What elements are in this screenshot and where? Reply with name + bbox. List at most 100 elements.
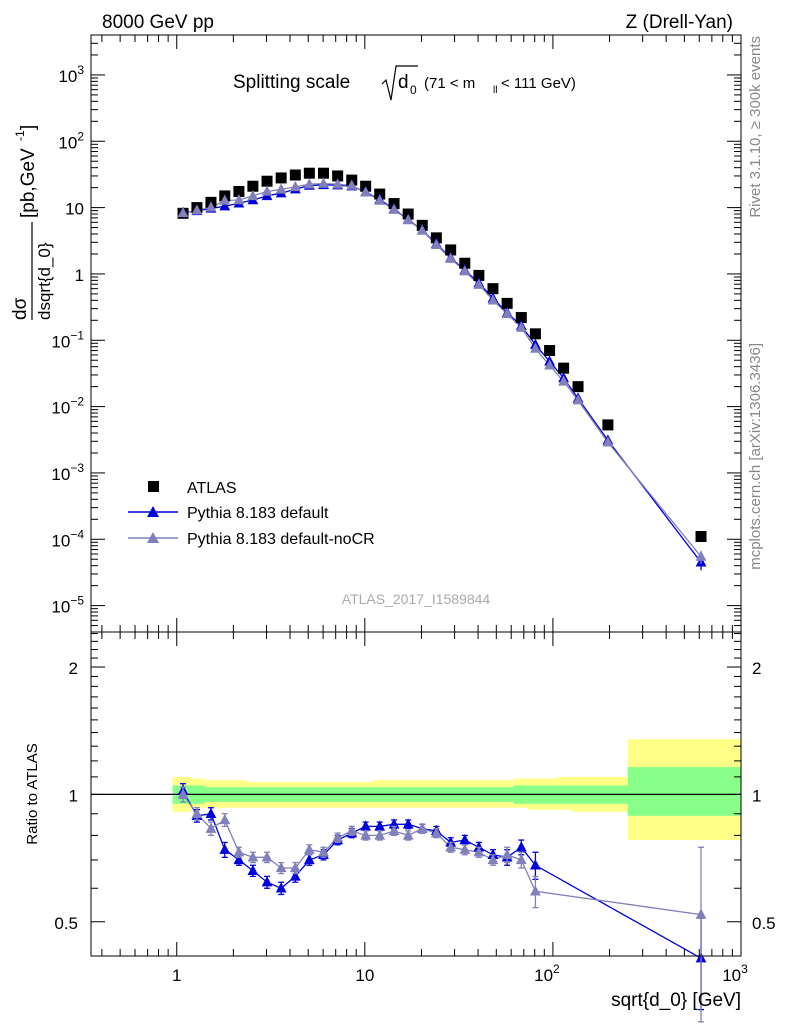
atlas-data-point bbox=[261, 175, 273, 187]
y-tick-label-ratio-left: 1 bbox=[69, 786, 78, 805]
plot-title: Splitting scale d 0 (71 < m ll < 111 GeV… bbox=[233, 65, 576, 101]
ratio-pythia-default-point bbox=[487, 848, 499, 859]
ratio-pythia-default-point bbox=[261, 876, 273, 887]
series-line-2 bbox=[182, 182, 702, 557]
ylabel-units-exponent: -1 bbox=[13, 130, 27, 141]
y-tick-label-main: 10 bbox=[65, 200, 84, 219]
atlas-data-point bbox=[233, 185, 245, 197]
atlas-data-point bbox=[318, 167, 330, 179]
legend-marker-atlas bbox=[148, 481, 159, 492]
pythia-nocr-point bbox=[177, 206, 189, 218]
ratio-pythia-nocr-point bbox=[177, 788, 189, 799]
atlas-data-point bbox=[275, 172, 287, 184]
y-tick-label-main: 102 bbox=[58, 129, 84, 152]
atlas-data-point bbox=[602, 419, 614, 431]
legend-marker-pythia-nocr bbox=[147, 532, 159, 543]
pythia-nocr-point bbox=[544, 359, 555, 370]
ratio-pythia-default-point bbox=[459, 834, 471, 845]
ratio-pythia-nocr-point bbox=[233, 846, 245, 857]
atlas-data-point bbox=[558, 362, 570, 374]
atlas-data-point bbox=[473, 269, 485, 281]
plot-title-range-sub: ll bbox=[493, 85, 497, 96]
plot-title-symbol: d bbox=[398, 72, 409, 93]
ratio-pythia-nocr-point bbox=[445, 841, 457, 852]
legend: ATLAS Pythia 8.183 default Pythia 8.183 … bbox=[128, 480, 375, 548]
plot-title-range-pre: (71 < m bbox=[424, 75, 475, 92]
atlas-data-point bbox=[529, 328, 541, 340]
ratio-line-0 bbox=[182, 790, 702, 959]
pythia-nocr-point bbox=[558, 375, 570, 386]
ratio-pythia-nocr-point bbox=[191, 807, 203, 818]
pythia-nocr-point bbox=[459, 265, 471, 276]
atlas-data-point bbox=[247, 180, 259, 192]
pythia-nocr-point bbox=[247, 189, 259, 201]
ratio-pythia-nocr-point bbox=[459, 843, 471, 854]
mcplots-label: mcplots.cern.ch [arXiv:1306.3436] bbox=[747, 343, 764, 570]
ratio-pythia-default-point bbox=[289, 870, 301, 881]
y-tick-label-main: 1 bbox=[75, 266, 84, 285]
x-tick-label: 10 bbox=[355, 966, 374, 985]
y-tick-label-ratio-left: 0.5 bbox=[54, 914, 78, 933]
y-tick-label-main: 10−2 bbox=[51, 395, 84, 418]
ratio-pythia-default-point bbox=[515, 841, 527, 852]
atlas-data-point bbox=[459, 257, 471, 269]
y-tick-label-main: 10−5 bbox=[51, 594, 84, 617]
ratio-line-1 bbox=[182, 794, 702, 916]
ratio-pythia-nocr-point bbox=[374, 829, 386, 840]
ratio-pythia-nocr-point bbox=[332, 831, 344, 842]
plot-title-symbol-sub: 0 bbox=[410, 83, 417, 97]
pythia-nocr-point bbox=[303, 178, 315, 189]
pythia-nocr-point bbox=[695, 550, 707, 561]
ratio-plot: 1 10 102 103 0.5 0.5 1 1 2 2 bbox=[54, 632, 776, 1023]
ratio-pythia-nocr-point bbox=[388, 824, 400, 836]
pythia-nocr-point bbox=[360, 186, 372, 197]
atlas-data-point bbox=[289, 169, 301, 181]
xlabel: sqrt{d_0} [GeV] bbox=[611, 990, 741, 1011]
y-tick-label-ratio-right: 1 bbox=[752, 786, 761, 805]
ratio-pythia-default-point bbox=[275, 882, 287, 893]
legend-marker-pythia-default bbox=[147, 506, 159, 517]
ratio-pythia-default-point bbox=[205, 807, 217, 818]
ratio-pythia-default-point bbox=[360, 820, 372, 831]
pythia-nocr-point bbox=[487, 294, 499, 305]
atlas-data-point bbox=[445, 244, 457, 256]
pythia-nocr-point bbox=[332, 178, 344, 189]
ratio-pythia-default-point bbox=[233, 853, 245, 865]
ratio-pythia-nocr-point bbox=[430, 827, 442, 838]
pythia-nocr-point bbox=[501, 307, 513, 319]
ratio-pythia-nocr-point bbox=[473, 846, 485, 857]
pythia-nocr-point bbox=[515, 321, 527, 332]
ylabel-units-close: ] bbox=[18, 125, 39, 130]
x-tick-label: 103 bbox=[722, 962, 748, 985]
x-tick-label: 102 bbox=[534, 962, 560, 985]
ratio-pythia-nocr-point bbox=[289, 861, 301, 873]
atlas-data-point bbox=[332, 170, 344, 182]
pythia-nocr-point bbox=[219, 194, 231, 205]
ratio-pythia-nocr-point bbox=[360, 829, 372, 840]
legend-label-pythia-default: Pythia 8.183 default bbox=[187, 505, 329, 522]
pythia-nocr-point bbox=[275, 183, 287, 194]
pythia-nocr-point bbox=[602, 436, 614, 447]
ratio-pythia-nocr-point bbox=[219, 813, 231, 825]
ratio-pythia-nocr-point bbox=[247, 851, 259, 862]
pythia-nocr-point bbox=[416, 224, 428, 235]
pythia-nocr-point bbox=[374, 194, 386, 205]
ratio-pythia-nocr-point bbox=[695, 908, 707, 919]
plot-title-range-post: < 111 GeV) bbox=[501, 75, 576, 92]
ratio-ylabel: Ratio to ATLAS bbox=[24, 743, 41, 844]
atlas-data-point bbox=[501, 297, 513, 309]
pythia-nocr-point bbox=[289, 180, 301, 192]
pythia-nocr-point bbox=[530, 342, 541, 353]
y-tick-label-ratio-left: 2 bbox=[69, 659, 78, 678]
y-tick-label-main: 10−1 bbox=[51, 328, 84, 351]
ratio-pythia-nocr-point bbox=[402, 829, 414, 840]
y-tick-label-main: 103 bbox=[58, 63, 84, 86]
band-stat bbox=[627, 767, 742, 816]
pythia-nocr-point bbox=[402, 214, 414, 225]
ratio-plot-frame bbox=[90, 631, 742, 957]
ratio-pythia-default-point bbox=[303, 853, 315, 865]
ratio-pythia-nocr-point bbox=[530, 885, 541, 896]
y-tick-label-ratio-right: 2 bbox=[752, 659, 761, 678]
ratio-pythia-nocr-point bbox=[515, 853, 527, 865]
